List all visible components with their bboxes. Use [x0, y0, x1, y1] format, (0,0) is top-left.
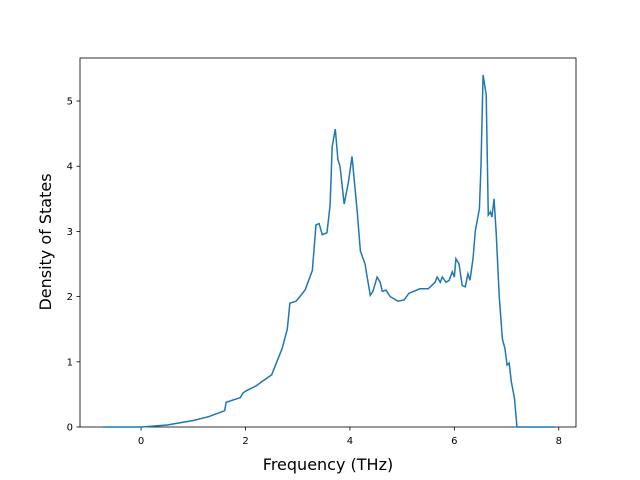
y-tick-label: 1 — [67, 357, 73, 368]
x-tick-label: 0 — [138, 436, 144, 447]
x-tick-label: 8 — [556, 436, 562, 447]
y-axis-label: Density of States — [36, 173, 55, 310]
plot-frame — [79, 57, 577, 428]
y-tick-label: 4 — [67, 162, 73, 173]
x-tick-label: 2 — [242, 436, 248, 447]
y-tick-label: 0 — [67, 423, 73, 434]
y-tick-label: 5 — [67, 97, 73, 108]
x-axis-label: Frequency (THz) — [263, 455, 393, 474]
y-tick-label: 3 — [67, 227, 73, 238]
data-line — [102, 74, 556, 428]
x-tick-label: 6 — [451, 436, 457, 447]
y-tick-label: 2 — [67, 292, 73, 303]
x-tick-label: 4 — [347, 436, 353, 447]
